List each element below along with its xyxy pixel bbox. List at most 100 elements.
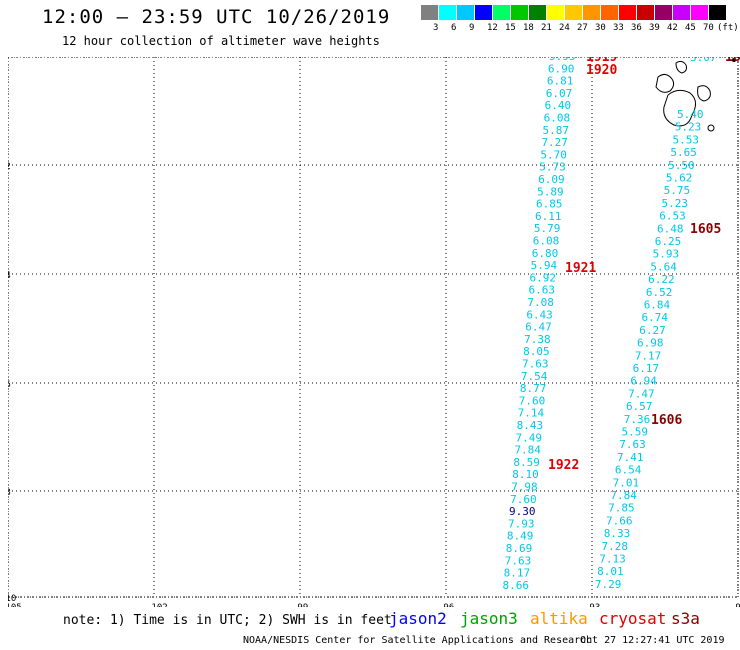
island-shape	[655, 73, 675, 93]
track-value-label: 5.62	[666, 172, 693, 185]
scale-label: 39	[649, 23, 660, 33]
track-value-label: 8.77	[520, 382, 547, 395]
island-shape	[732, 58, 736, 62]
island-shape	[707, 124, 715, 132]
track-value-label: 6.81	[547, 75, 574, 88]
track-value-label: 5.64	[650, 260, 677, 273]
track-value-label: 6.85	[536, 198, 563, 211]
scale-label: 3	[433, 23, 439, 33]
track-value-label: 5.94	[531, 259, 558, 272]
x-tick-label: -96	[438, 603, 454, 607]
map-title: 12:00 – 23:59 UTC 10/26/2019	[42, 6, 391, 28]
x-tick-label: -102	[146, 603, 168, 607]
track-value-label: 6.47	[525, 321, 552, 334]
track-value-label: 5.73	[539, 161, 566, 174]
scale-label: 24	[559, 23, 570, 33]
track-value-label: 8.05	[523, 345, 550, 358]
track-value-label: 6.52	[646, 286, 673, 299]
track-value-label: 8.43	[517, 419, 544, 432]
track-value-label: 7.01	[613, 476, 640, 489]
track-value-label: 6.57	[626, 400, 653, 413]
x-tick-label: -99	[292, 603, 308, 607]
track-value-label: 8.33	[604, 527, 631, 540]
track-value-label: 6.22	[648, 273, 675, 286]
track-value-label: 7.93	[508, 517, 534, 530]
scale-label: 21	[541, 23, 552, 33]
scale-swatch	[529, 5, 546, 20]
track-value-label: 7.14	[518, 407, 545, 420]
time-stamp-label: 1920	[586, 63, 617, 78]
scale-label: 15	[505, 23, 516, 33]
time-stamp-label: 16	[725, 57, 740, 65]
track-value-label: 6.07	[546, 87, 573, 100]
y-tick-label: -10	[8, 594, 16, 604]
scale-label: 9	[469, 23, 475, 33]
track-value-label: 6.48	[657, 222, 684, 235]
scale-label: 42	[667, 23, 678, 33]
track-value-label: 6.43	[526, 308, 553, 321]
scale-label: 6	[451, 23, 457, 33]
track-value-label: 7.60	[519, 394, 546, 407]
scale-swatch	[583, 5, 600, 20]
legend-s3a: s3a	[671, 609, 700, 628]
track-value-label: 7.63	[505, 554, 531, 567]
track-value-label: 7.49	[516, 431, 543, 444]
scale-swatch	[691, 5, 708, 20]
track-value-label: 7.66	[606, 514, 633, 527]
track-value-label: 7.28	[602, 540, 629, 553]
track-value-label: 7.84	[514, 444, 541, 457]
track-value-label: 6.08	[533, 235, 560, 248]
scale-unit: (ft)	[717, 23, 739, 33]
track-value-label: 7.13	[599, 553, 626, 566]
scale-swatch	[565, 5, 582, 20]
track-value-label: 6.63	[528, 284, 555, 297]
track-value-label: 7.29	[595, 578, 622, 591]
track-value-label: 8.59	[513, 456, 540, 469]
scale-swatch	[619, 5, 636, 20]
track-value-label: 7.17	[635, 349, 662, 362]
track-value-label: 5.93	[653, 248, 680, 261]
time-stamp-label: 1605	[690, 222, 721, 237]
track-value-label: 5.23	[675, 121, 702, 134]
track-value-label: 5.70	[540, 148, 567, 161]
credit-text: NOAA/NESDIS Center for Satellite Applica…	[243, 635, 593, 646]
track-value-label: 7.63	[522, 358, 549, 371]
scale-swatch	[655, 5, 672, 20]
track-value-label: 5.75	[664, 184, 691, 197]
track-value-label: 6.84	[644, 299, 671, 312]
track-value-label: 8.01	[597, 565, 624, 578]
note-text: note: 1) Time is in UTC; 2) SWH is in fe…	[63, 613, 392, 628]
scale-swatch	[439, 5, 456, 20]
x-tick-label: -90	[730, 603, 740, 607]
track-value-label: 6.90	[548, 62, 575, 75]
track-value-label: 7.41	[617, 451, 644, 464]
legend-jason2: jason2	[389, 609, 447, 628]
track-value-label: 6.08	[544, 112, 571, 125]
track-value-label: 7.38	[524, 333, 551, 346]
track-value-label: 5.79	[534, 222, 561, 235]
scale-label: 18	[523, 23, 534, 33]
track-value-label: 6.74	[641, 311, 668, 324]
scale-label: 30	[595, 23, 606, 33]
track-value-label: 7.84	[610, 489, 637, 502]
scale-swatch	[475, 5, 492, 20]
track-value-label: 5.65	[670, 146, 697, 159]
track-value-label: 6.11	[535, 210, 562, 223]
scale-label: 36	[631, 23, 642, 33]
track-value-label: 7.47	[628, 387, 655, 400]
time-stamp-label: 1606	[651, 413, 682, 428]
time-stamp-label: 1921	[565, 261, 596, 276]
scale-swatch	[547, 5, 564, 20]
track-value-label: 5.53	[673, 133, 700, 146]
track-value-label: 9.30	[509, 505, 536, 518]
time-stamp-label: 1922	[548, 458, 579, 473]
track-value-label: 6.54	[615, 464, 642, 477]
track-value-label: 5.40	[677, 108, 704, 121]
track-value-label: 6.92	[530, 271, 557, 284]
track-value-label: 6.27	[639, 324, 666, 337]
track-value-label: 7.85	[608, 502, 635, 515]
track-value-label: 7.54	[521, 370, 548, 383]
track-value-label: 5.50	[668, 159, 695, 172]
track-value-label: 8.17	[504, 567, 531, 580]
track-value-label: 6.53	[659, 210, 686, 223]
